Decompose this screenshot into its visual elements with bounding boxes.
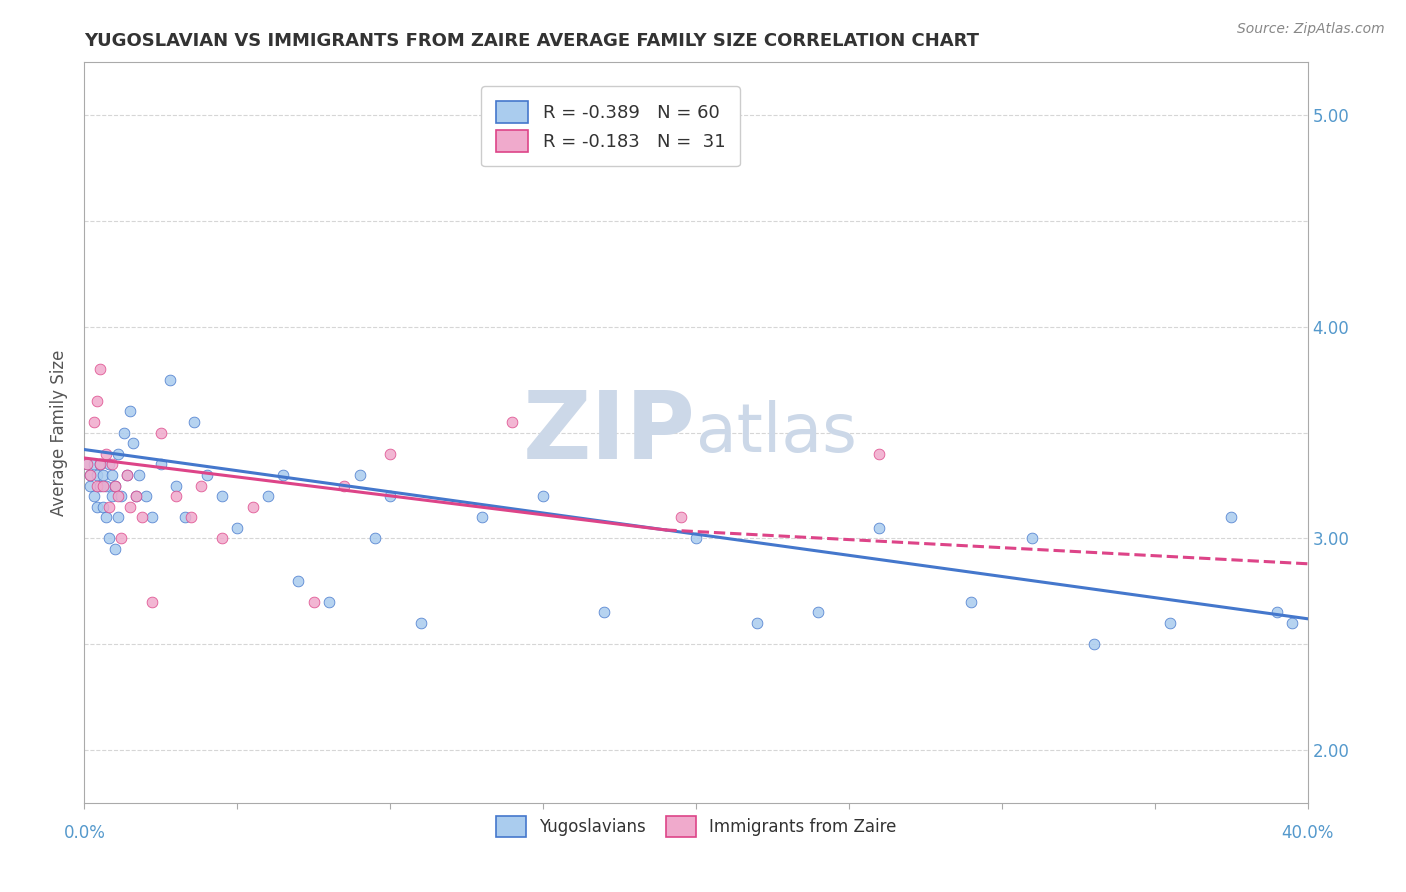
- Point: [1083, 637, 1105, 651]
- Point: [94, 510, 117, 524]
- Point: [211, 532, 233, 546]
- Point: [83, 458, 105, 472]
- Point: [174, 510, 197, 524]
- Point: [120, 404, 142, 418]
- Point: [91, 500, 114, 514]
- Point: [333, 478, 356, 492]
- Point: [104, 478, 127, 492]
- Point: [94, 478, 117, 492]
- Point: [79, 467, 101, 482]
- Point: [97, 458, 120, 472]
- Text: ZIP: ZIP: [523, 386, 696, 479]
- Point: [122, 436, 145, 450]
- Point: [1281, 615, 1303, 630]
- Point: [159, 373, 181, 387]
- Y-axis label: Average Family Size: Average Family Size: [51, 350, 69, 516]
- Point: [180, 510, 202, 524]
- Text: 40.0%: 40.0%: [1281, 824, 1334, 842]
- Point: [149, 458, 172, 472]
- Point: [195, 467, 218, 482]
- Point: [960, 595, 983, 609]
- Point: [83, 415, 105, 429]
- Point: [125, 489, 148, 503]
- Point: [97, 532, 120, 546]
- Point: [807, 606, 830, 620]
- Point: [89, 458, 111, 472]
- Point: [86, 500, 108, 514]
- Point: [131, 510, 153, 524]
- Point: [89, 458, 111, 472]
- Point: [86, 393, 108, 408]
- Point: [471, 510, 494, 524]
- Point: [747, 615, 769, 630]
- Point: [349, 467, 371, 482]
- Point: [318, 595, 340, 609]
- Point: [86, 478, 108, 492]
- Text: 0.0%: 0.0%: [63, 824, 105, 842]
- Point: [89, 478, 111, 492]
- Point: [104, 541, 127, 556]
- Point: [869, 447, 891, 461]
- Point: [165, 489, 187, 503]
- Point: [669, 510, 692, 524]
- Point: [86, 467, 108, 482]
- Point: [593, 606, 616, 620]
- Point: [380, 447, 402, 461]
- Legend: Yugoslavians, Immigrants from Zaire: Yugoslavians, Immigrants from Zaire: [482, 803, 910, 850]
- Point: [107, 489, 129, 503]
- Point: [107, 447, 129, 461]
- Point: [94, 447, 117, 461]
- Point: [110, 532, 132, 546]
- Point: [1159, 615, 1181, 630]
- Point: [242, 500, 264, 514]
- Point: [1265, 606, 1288, 620]
- Point: [83, 489, 105, 503]
- Point: [125, 489, 148, 503]
- Point: [120, 500, 142, 514]
- Point: [89, 362, 111, 376]
- Point: [1021, 532, 1043, 546]
- Point: [531, 489, 554, 503]
- Point: [135, 489, 157, 503]
- Point: [226, 521, 249, 535]
- Point: [165, 478, 187, 492]
- Point: [211, 489, 233, 503]
- Point: [409, 615, 432, 630]
- Text: YUGOSLAVIAN VS IMMIGRANTS FROM ZAIRE AVERAGE FAMILY SIZE CORRELATION CHART: YUGOSLAVIAN VS IMMIGRANTS FROM ZAIRE AVE…: [84, 32, 980, 50]
- Point: [287, 574, 309, 588]
- Point: [1220, 510, 1243, 524]
- Point: [869, 521, 891, 535]
- Point: [76, 458, 98, 472]
- Point: [141, 595, 163, 609]
- Point: [141, 510, 163, 524]
- Point: [101, 458, 124, 472]
- Point: [502, 415, 524, 429]
- Point: [104, 478, 127, 492]
- Point: [112, 425, 135, 440]
- Point: [364, 532, 387, 546]
- Point: [115, 467, 138, 482]
- Point: [685, 532, 707, 546]
- Point: [76, 458, 98, 472]
- Point: [79, 467, 101, 482]
- Point: [107, 510, 129, 524]
- Point: [101, 467, 124, 482]
- Point: [149, 425, 172, 440]
- Point: [101, 489, 124, 503]
- Point: [271, 467, 294, 482]
- Point: [97, 500, 120, 514]
- Text: Source: ZipAtlas.com: Source: ZipAtlas.com: [1237, 22, 1385, 37]
- Point: [190, 478, 212, 492]
- Point: [380, 489, 402, 503]
- Point: [128, 467, 150, 482]
- Point: [302, 595, 325, 609]
- Point: [91, 467, 114, 482]
- Point: [110, 489, 132, 503]
- Text: atlas: atlas: [696, 400, 856, 466]
- Point: [115, 467, 138, 482]
- Point: [79, 478, 101, 492]
- Point: [183, 415, 205, 429]
- Point: [91, 478, 114, 492]
- Point: [257, 489, 280, 503]
